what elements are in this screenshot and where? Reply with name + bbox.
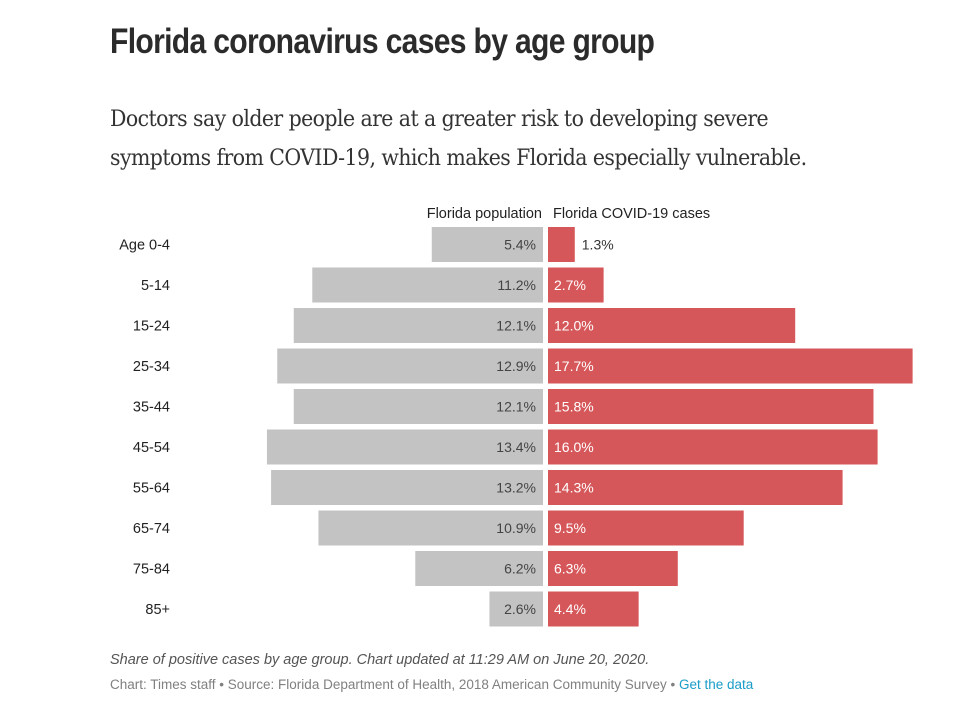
- cases-value-label: 6.3%: [554, 561, 586, 577]
- chart-credits: Chart: Times staff • Source: Florida Dep…: [110, 677, 753, 692]
- credit-chart: Chart: Times staff: [110, 677, 216, 692]
- separator: •: [666, 677, 679, 692]
- population-value-label: 11.2%: [497, 277, 536, 293]
- population-bar: [489, 591, 543, 627]
- cases-value-label: 4.4%: [554, 601, 586, 617]
- population-value-label: 12.9%: [496, 358, 536, 374]
- chart-row: 15-24 12.1% 12.0%: [133, 308, 796, 343]
- population-value-label: 12.1%: [496, 399, 536, 415]
- population-bar: [293, 389, 543, 424]
- cases-bar: [548, 429, 878, 465]
- cases-bar: [548, 470, 843, 505]
- cases-value-label: 17.7%: [554, 358, 594, 374]
- category-label: 5-14: [141, 278, 170, 294]
- cases-bar: [548, 267, 604, 303]
- cases-bar: [548, 551, 678, 586]
- chart-subtitle: Doctors say older people are at a greate…: [110, 107, 807, 171]
- series-header-population: Florida population: [427, 206, 542, 222]
- get-the-data-link[interactable]: Get the data: [678, 677, 754, 692]
- population-bar: [415, 551, 543, 586]
- chart-row: Age 0-4 5.4% 1.3%: [119, 227, 614, 262]
- population-bar: [277, 348, 543, 384]
- cases-bar: [548, 389, 874, 424]
- population-value-label: 10.9%: [496, 520, 536, 536]
- category-label: Age 0-4: [119, 238, 170, 254]
- cases-bar: [548, 227, 575, 262]
- chart-row: 85+ 2.6% 4.4%: [145, 591, 639, 627]
- population-bar: [318, 510, 543, 546]
- chart-rows: Age 0-4 5.4% 1.3% 5-14 11.2% 2.7% 15-24 12.1% 12…: [119, 227, 913, 627]
- population-bar: [271, 470, 543, 505]
- cases-bar: [548, 348, 913, 384]
- population-bar: [293, 308, 543, 343]
- category-label: 85+: [145, 602, 170, 618]
- category-label: 55-64: [133, 481, 170, 497]
- cases-bar: [548, 308, 796, 343]
- population-value-label: 13.4%: [496, 439, 536, 455]
- cases-value-label: 15.8%: [554, 399, 594, 415]
- cases-value-label: 2.7%: [554, 277, 586, 293]
- category-label: 75-84: [133, 562, 170, 578]
- population-bar: [266, 429, 543, 465]
- chart-note: Share of positive cases by age group. Ch…: [110, 652, 650, 668]
- cases-value-label: 14.3%: [554, 480, 594, 496]
- cases-value-label: 16.0%: [554, 439, 594, 455]
- category-label: 25-34: [133, 359, 170, 375]
- cases-bar: [548, 510, 744, 546]
- cases-value-label: 9.5%: [554, 520, 586, 536]
- cases-bar: [548, 591, 639, 627]
- cases-value-label: 12.0%: [554, 318, 594, 334]
- population-bar: [431, 227, 543, 262]
- category-label: 15-24: [133, 319, 170, 335]
- cases-value-label: 1.3%: [582, 237, 614, 253]
- chart-row: 35-44 12.1% 15.8%: [133, 389, 874, 424]
- chart-row: 55-64 13.2% 14.3%: [133, 470, 843, 505]
- separator: •: [215, 677, 228, 692]
- chart-row: 75-84 6.2% 6.3%: [133, 551, 678, 586]
- chart-row: 25-34 12.9% 17.7%: [133, 348, 913, 384]
- population-pyramid-chart: Florida population Florida COVID-19 case…: [119, 206, 913, 627]
- population-value-label: 2.6%: [504, 601, 536, 617]
- population-value-label: 6.2%: [504, 561, 536, 577]
- chart-title: Florida coronavirus cases by age group: [110, 22, 655, 61]
- category-label: 65-74: [133, 521, 170, 537]
- chart-row: 5-14 11.2% 2.7%: [141, 267, 604, 303]
- population-bar: [312, 267, 543, 303]
- category-label: 35-44: [133, 400, 170, 416]
- population-value-label: 5.4%: [504, 237, 536, 253]
- population-value-label: 13.2%: [496, 480, 536, 496]
- chart-row: 65-74 10.9% 9.5%: [133, 510, 744, 546]
- series-header-cases: Florida COVID-19 cases: [553, 206, 710, 222]
- category-label: 45-54: [133, 440, 170, 456]
- credit-source: Source: Florida Department of Health, 20…: [227, 677, 667, 692]
- population-value-label: 12.1%: [496, 318, 536, 334]
- chart-row: 45-54 13.4% 16.0%: [133, 429, 878, 465]
